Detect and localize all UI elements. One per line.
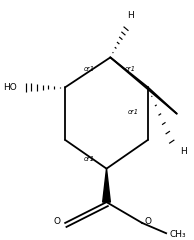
Text: or1: or1 [84,66,95,72]
Text: or1: or1 [128,109,139,115]
Text: CH₃: CH₃ [169,230,186,239]
Text: H: H [127,11,134,20]
Text: or1: or1 [84,156,95,162]
Text: HO: HO [3,83,17,92]
Text: O: O [144,217,151,226]
Polygon shape [103,169,110,202]
Text: O: O [53,217,60,226]
Text: or1: or1 [125,66,136,72]
Text: H: H [181,147,187,156]
